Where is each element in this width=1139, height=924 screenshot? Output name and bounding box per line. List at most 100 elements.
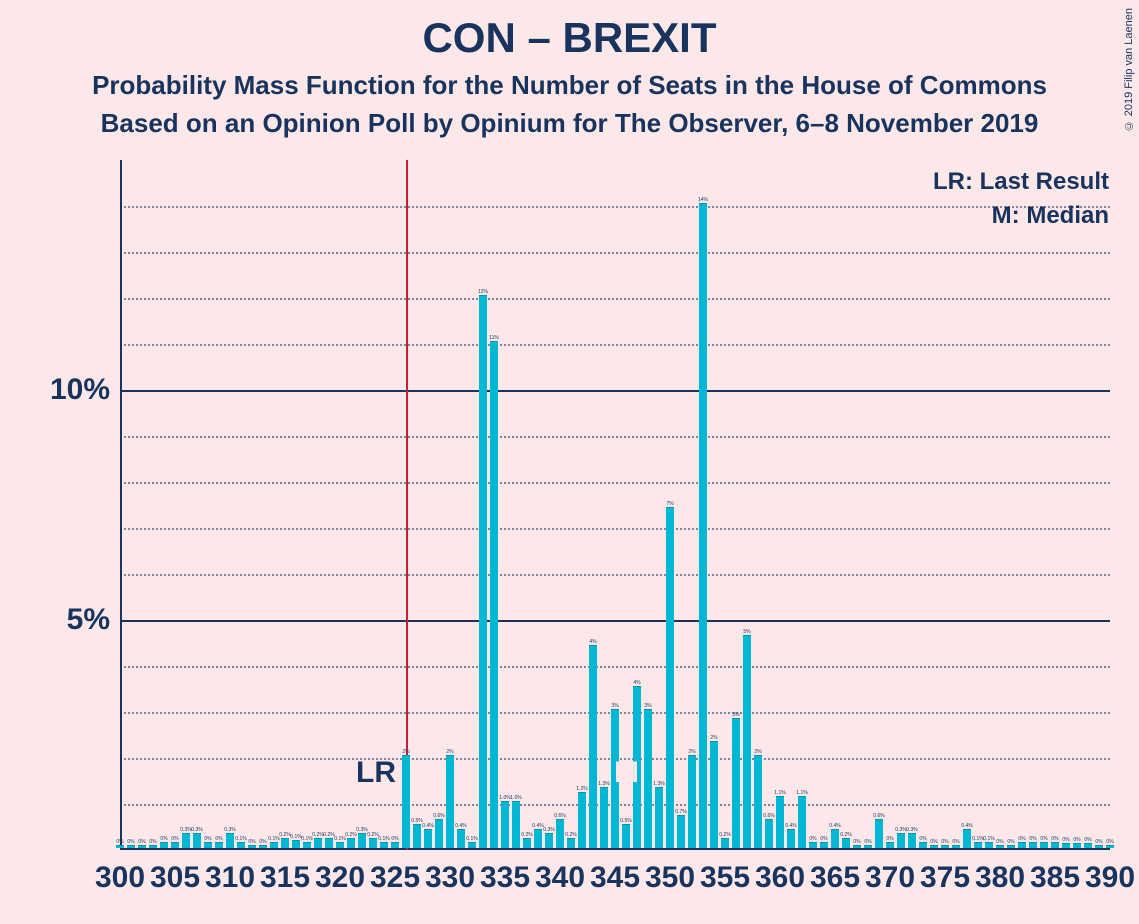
bar-value-label: 0% (1073, 837, 1080, 843)
copyright-text: © 2019 Filip van Laenen (1123, 8, 1135, 131)
grid-minor-line (120, 252, 1110, 254)
bar (424, 829, 432, 848)
bar (259, 845, 267, 848)
grid-major-line (120, 620, 1110, 622)
bar-value-label: 2% (754, 749, 761, 755)
bar-value-label: 1.3% (653, 781, 664, 787)
x-tick-label: 380 (975, 861, 1025, 895)
bar (160, 842, 168, 848)
bar-value-label: 0.2% (312, 832, 323, 838)
bar (985, 842, 993, 848)
bar (842, 838, 850, 848)
bar-value-label: 1.1% (796, 790, 807, 796)
chart-title: CON – BREXIT (0, 14, 1139, 62)
bar (1029, 842, 1037, 848)
bar (358, 833, 366, 848)
x-tick-label: 360 (755, 861, 805, 895)
bar (116, 845, 124, 848)
grid-major-line (120, 390, 1110, 392)
bar (435, 819, 443, 848)
bar (1084, 843, 1092, 848)
bar (391, 842, 399, 848)
bar-value-label: 0.1% (235, 836, 246, 842)
bar (226, 833, 234, 848)
bar-value-label: 0.6% (554, 813, 565, 819)
bar (589, 645, 597, 848)
bar (457, 829, 465, 848)
bar (963, 829, 971, 848)
bar (600, 787, 608, 848)
bar-value-label: 0% (215, 836, 222, 842)
bar-value-label: 0.4% (422, 823, 433, 829)
bar-value-label: 0% (853, 839, 860, 845)
bar-value-label: 0.3% (543, 827, 554, 833)
bar (952, 845, 960, 848)
x-tick-label: 335 (480, 861, 530, 895)
bar (787, 829, 795, 848)
bar (193, 833, 201, 848)
grid-minor-line (120, 482, 1110, 484)
bar (237, 842, 245, 848)
bar (655, 787, 663, 848)
bar-value-label: 0.6% (763, 813, 774, 819)
x-tick-label: 370 (865, 861, 915, 895)
bar (1040, 842, 1048, 848)
x-tick-label: 365 (810, 861, 860, 895)
bar-value-label: 0.4% (961, 823, 972, 829)
bar-value-label: 0% (259, 839, 266, 845)
bar-value-label: 0% (248, 839, 255, 845)
bar-value-label: 0% (809, 836, 816, 842)
bar-value-label: 0% (171, 836, 178, 842)
grid-minor-line (120, 436, 1110, 438)
bar-value-label: 0.6% (433, 813, 444, 819)
bar (545, 833, 553, 848)
grid-minor-line (120, 574, 1110, 576)
lr-label: LR (356, 756, 396, 790)
bar (886, 842, 894, 848)
bar-value-label: 0.2% (719, 832, 730, 838)
bar-value-label: 4% (589, 639, 596, 645)
bar (325, 838, 333, 848)
bar-value-label: 0% (1007, 839, 1014, 845)
bar-value-label: 0% (1051, 836, 1058, 842)
x-tick-label: 300 (95, 861, 145, 895)
bar-value-label: 0.4% (785, 823, 796, 829)
bar-value-label: 0% (204, 836, 211, 842)
bar-value-label: 7% (666, 501, 673, 507)
bar-value-label: 4% (633, 680, 640, 686)
bar (974, 842, 982, 848)
chart-subtitle-1: Probability Mass Function for the Number… (0, 70, 1139, 101)
bar-value-label: 0.3% (180, 827, 191, 833)
bar (314, 838, 322, 848)
bar (831, 829, 839, 848)
bar (809, 842, 817, 848)
bar (688, 755, 696, 848)
bar-value-label: 0% (820, 836, 827, 842)
bar-value-label: 11% (489, 335, 499, 341)
bar-value-label: 1.3% (598, 781, 609, 787)
bar-value-label: 0% (160, 836, 167, 842)
bar-value-label: 2% (446, 749, 453, 755)
x-tick-label: 310 (205, 861, 255, 895)
bar-value-label: 0.3% (191, 827, 202, 833)
bar (248, 845, 256, 848)
bar-value-label: 1.0% (510, 795, 521, 801)
chart-container: CON – BREXIT Probability Mass Function f… (0, 0, 1139, 924)
bar (182, 833, 190, 848)
bar (853, 845, 861, 848)
bar-value-label: 3% (644, 703, 651, 709)
bar-value-label: 12% (478, 289, 488, 295)
bar (149, 845, 157, 848)
bar (864, 845, 872, 848)
x-tick-label: 355 (700, 861, 750, 895)
bar (699, 203, 707, 848)
bar-value-label: 0.2% (840, 832, 851, 838)
bar-value-label: 0% (996, 839, 1003, 845)
bar (710, 741, 718, 848)
bar (138, 845, 146, 848)
bar (908, 833, 916, 848)
bar-value-label: 1.0% (499, 795, 510, 801)
bar-value-label: 0.1% (983, 836, 994, 842)
bar (875, 819, 883, 848)
bar (534, 829, 542, 848)
